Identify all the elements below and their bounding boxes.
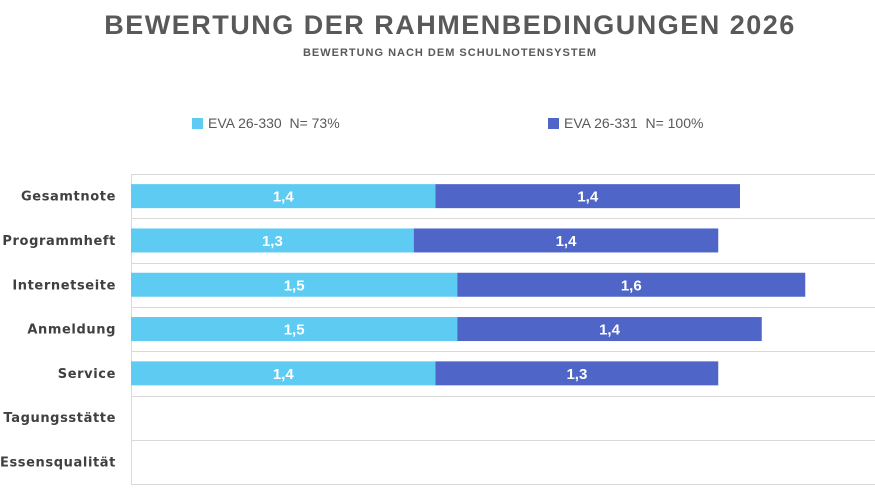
data-label-series-2: 1,4 — [577, 189, 599, 206]
bar-series-1 — [131, 272, 458, 297]
data-label-series-2: 1,6 — [621, 277, 642, 294]
data-label-series-2: 1,4 — [556, 233, 578, 250]
bar-series-2 — [413, 228, 719, 253]
legend-label-series-2: EVA 26-331 N= 100% — [564, 115, 704, 131]
legend-label-series-1: EVA 26-330 N= 73% — [208, 115, 340, 131]
chart-subtitle: BEWERTUNG NACH DEM SCHULNOTENSYSTEM — [302, 47, 598, 59]
bar-series-1 — [131, 228, 414, 253]
data-label-series-1: 1,5 — [284, 277, 305, 294]
category-label: Essensqualität — [0, 455, 116, 470]
legend-item-series-2: EVA 26-331 N= 100% — [548, 114, 703, 132]
data-label-series-2: 1,3 — [566, 366, 587, 383]
category-label: Gesamtnote — [21, 190, 116, 205]
data-label-series-1: 1,3 — [262, 233, 283, 250]
legend-swatch-series-1 — [192, 117, 203, 129]
data-label-series-1: 1,4 — [273, 366, 295, 383]
bar-series-1 — [131, 317, 458, 342]
bar-series-2 — [457, 272, 806, 297]
bar-series-2 — [435, 184, 740, 209]
data-label-series-1: 1,4 — [273, 189, 295, 206]
category-label: Service — [58, 367, 116, 382]
data-label-series-2: 1,4 — [599, 322, 621, 339]
bar-series-2 — [457, 317, 762, 342]
chart-title: BEWERTUNG DER RAHMENBEDINGUNGEN 2026 — [104, 10, 796, 40]
bar-series-2 — [435, 361, 719, 386]
category-label: Anmeldung — [27, 323, 116, 338]
bar-series-1 — [131, 184, 436, 209]
legend-swatch-series-2 — [548, 117, 559, 129]
legend-item-series-1: EVA 26-330 N= 73% — [192, 114, 340, 132]
category-label: Internetseite — [12, 278, 116, 293]
data-label-series-1: 1,5 — [284, 322, 305, 339]
bar-series-1 — [131, 361, 436, 386]
category-label: Programmheft — [2, 234, 116, 249]
category-label: Tagungsstätte — [3, 411, 116, 426]
